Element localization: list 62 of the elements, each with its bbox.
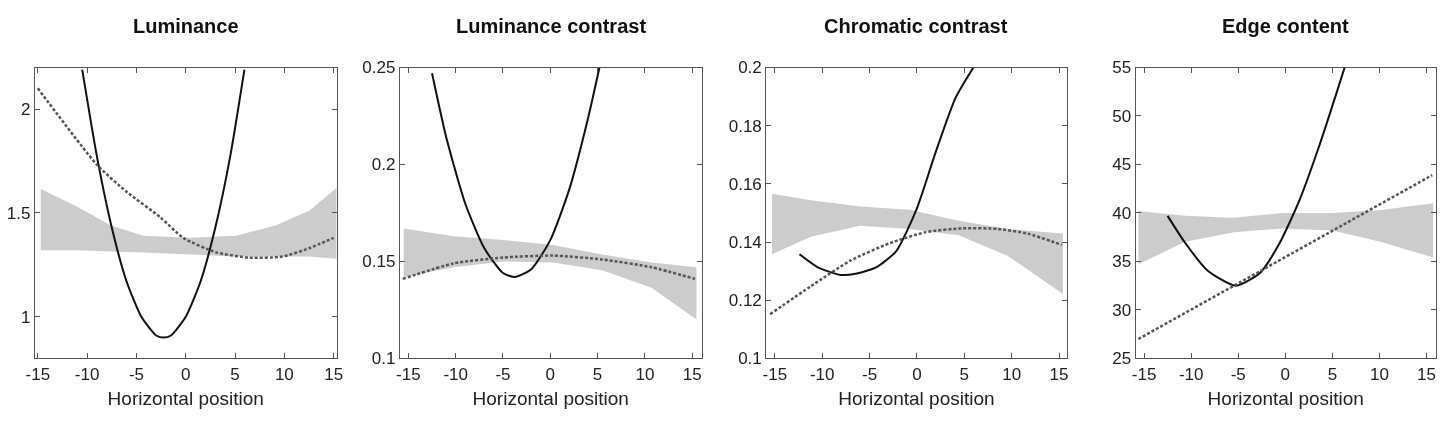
x-tick-label: 15 <box>324 364 344 384</box>
x-tick-label: 10 <box>1369 364 1389 384</box>
line-series <box>431 67 601 278</box>
x-tick-label: 10 <box>1002 364 1022 384</box>
y-tick-label: 0.14 <box>728 232 762 252</box>
y-tick-label: 50 <box>1112 106 1132 126</box>
y-tick-label: 1.5 <box>6 203 31 223</box>
x-axis-title: Horizontal position <box>107 387 264 409</box>
line-series <box>81 68 246 339</box>
y-tick-label: 45 <box>1112 155 1132 175</box>
y-tick-label: 2 <box>20 100 31 120</box>
y-tick-label: 0.18 <box>728 116 762 136</box>
y-tick-label: 55 <box>1112 58 1132 78</box>
chart-title: Chromatic contrast <box>824 15 1008 37</box>
chart-title: Luminance <box>133 15 239 37</box>
x-tick-label: -15 <box>1131 364 1157 384</box>
y-tick-label: 0.15 <box>362 252 396 272</box>
x-tick-label: 0 <box>912 364 922 384</box>
chart-title: Edge content <box>1222 15 1350 37</box>
x-tick-label: 10 <box>635 364 655 384</box>
x-tick-label: -15 <box>25 364 51 384</box>
y-tick-label: 30 <box>1112 300 1132 320</box>
x-tick-label: -5 <box>1230 364 1246 384</box>
y-tick-label: 40 <box>1112 203 1132 223</box>
chart-title: Luminance contrast <box>456 15 647 37</box>
y-tick-label: 0.2 <box>371 155 396 175</box>
x-tick-label: -15 <box>762 364 788 384</box>
y-tick-label: 35 <box>1112 252 1132 272</box>
x-tick-label: 5 <box>1327 364 1338 384</box>
x-tick-label: -10 <box>74 364 100 384</box>
x-tick-label: -5 <box>862 364 878 384</box>
x-tick-label: -10 <box>1178 364 1204 384</box>
x-tick-label: 15 <box>1417 364 1436 384</box>
x-axis-title: Horizontal position <box>838 387 995 409</box>
x-tick-label: 15 <box>682 364 702 384</box>
y-tick-label: 0.25 <box>362 58 396 78</box>
y-tick-label: 0.16 <box>728 174 762 194</box>
x-tick-label: 5 <box>592 364 603 384</box>
y-tick-label: 1 <box>20 307 31 327</box>
x-tick-label: 15 <box>1049 364 1069 384</box>
y-tick-label: 25 <box>1112 349 1132 369</box>
x-tick-label: 5 <box>959 364 970 384</box>
line-series <box>798 67 975 276</box>
x-tick-label: -5 <box>128 364 145 384</box>
x-tick-label: 0 <box>1280 364 1291 384</box>
y-tick-label: 0.1 <box>371 349 396 369</box>
x-tick-label: -5 <box>495 364 511 384</box>
x-axis-title: Horizontal position <box>1207 387 1364 409</box>
x-tick-label: 10 <box>274 364 294 384</box>
y-tick-label: 0.2 <box>738 58 762 78</box>
y-tick-label: 0.12 <box>728 291 762 311</box>
x-tick-label: 0 <box>545 364 556 384</box>
x-tick-label: -10 <box>809 364 835 384</box>
y-tick-label: 0.1 <box>738 349 762 369</box>
line-series <box>36 87 335 260</box>
line-series <box>1166 67 1346 287</box>
x-tick-label: 5 <box>230 364 240 384</box>
x-tick-label: -15 <box>396 364 421 384</box>
line-series <box>401 254 697 281</box>
x-axis-title: Horizontal position <box>472 387 629 409</box>
x-tick-label: -10 <box>443 364 468 384</box>
x-tick-label: 0 <box>181 364 191 384</box>
